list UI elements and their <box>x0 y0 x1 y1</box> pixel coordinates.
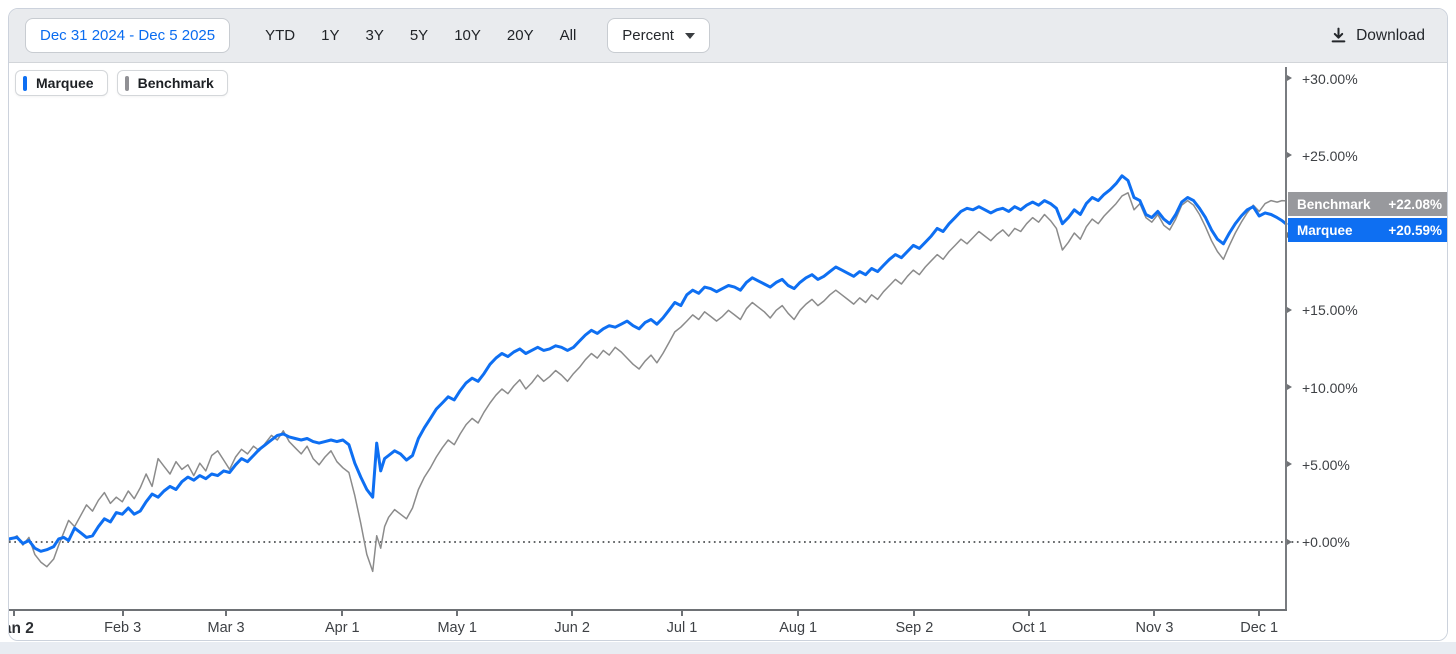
x-tick-mark <box>680 611 683 616</box>
marquee-series-line <box>9 174 1288 553</box>
y-axis-label: +10.00% <box>1302 379 1358 396</box>
y-axis-label: +0.00% <box>1302 534 1350 550</box>
x-tick-mark <box>1258 611 1261 616</box>
series-legend: Marquee Benchmark <box>15 70 228 96</box>
benchmark-badge-value: +22.08% <box>1388 196 1442 212</box>
y-axis-label: +5.00% <box>1302 456 1350 473</box>
x-tick-mark <box>797 611 800 616</box>
performance-chart-card: Dec 31 2024 - Dec 5 2025 YTD 1Y 3Y 5Y 10Y 20Y… <box>8 8 1448 641</box>
legend-label: Marquee <box>36 75 94 91</box>
x-tick-mark <box>571 611 574 616</box>
marquee-value-badge: Marquee +20.59% <box>1288 218 1447 242</box>
unit-dropdown-value: Percent <box>622 27 674 44</box>
x-tick-mark <box>456 611 459 616</box>
x-tick-mark <box>13 611 16 616</box>
x-tick-mark <box>341 611 344 616</box>
marquee-badge-label: Marquee <box>1297 222 1353 238</box>
y-tick-mark <box>1287 306 1292 313</box>
x-tick-mark <box>1028 611 1031 616</box>
period-button-all[interactable]: All <box>549 19 588 52</box>
legend-chip-marquee[interactable]: Marquee <box>15 70 108 96</box>
x-tick-mark <box>225 611 228 616</box>
unit-dropdown[interactable]: Percent <box>607 18 710 53</box>
x-tick-mark <box>121 611 124 616</box>
page-background-strip <box>0 642 1456 654</box>
y-tick-mark <box>1287 75 1292 81</box>
period-button-10y[interactable]: 10Y <box>443 19 492 52</box>
chevron-down-icon <box>684 32 695 39</box>
x-axis-label: May 1 <box>437 620 477 636</box>
x-axis-label: Mar 3 <box>207 620 245 636</box>
legend-label: Benchmark <box>137 75 214 91</box>
x-axis-label: Aug 1 <box>779 620 818 636</box>
benchmark-value-badge: Benchmark +22.08% <box>1288 192 1447 216</box>
x-axis-label: Jul 1 <box>666 620 698 636</box>
y-tick-mark <box>1287 152 1292 159</box>
x-axis-line <box>9 609 1287 611</box>
period-button-1y[interactable]: 1Y <box>310 19 350 52</box>
y-tick-mark <box>1287 538 1292 545</box>
y-tick-mark <box>1287 384 1292 390</box>
y-axis-label: +15.00% <box>1302 302 1358 319</box>
date-range-button[interactable]: Dec 31 2024 - Dec 5 2025 <box>25 18 231 53</box>
legend-chip-benchmark[interactable]: Benchmark <box>116 70 228 96</box>
period-button-5y[interactable]: 5Y <box>399 19 439 52</box>
chart-toolbar: Dec 31 2024 - Dec 5 2025 YTD 1Y 3Y 5Y 10Y 20Y… <box>9 9 1447 63</box>
period-button-group: YTD 1Y 3Y 5Y 10Y 20Y All <box>254 19 587 52</box>
marquee-color-bar <box>23 75 27 91</box>
period-button-3y[interactable]: 3Y <box>354 19 394 52</box>
benchmark-color-bar <box>124 75 129 91</box>
period-button-20y[interactable]: 20Y <box>496 19 545 52</box>
x-axis-label: Jan 2 <box>9 620 34 637</box>
y-tick-mark <box>1287 461 1292 468</box>
benchmark-series-line <box>9 192 1287 573</box>
y-axis-line <box>1285 67 1287 611</box>
x-axis-label: Jun 2 <box>554 620 590 636</box>
line-chart-canvas[interactable] <box>9 63 1299 611</box>
x-tick-mark <box>913 611 916 616</box>
x-axis-label: Feb 3 <box>104 620 142 636</box>
x-axis-label: Dec 1 <box>1240 620 1279 636</box>
download-icon <box>1331 27 1346 43</box>
x-axis-label: Apr 1 <box>324 620 360 636</box>
download-label: Download <box>1356 26 1425 44</box>
period-button-ytd[interactable]: YTD <box>254 19 306 52</box>
y-axis-label: +30.00% <box>1302 70 1358 87</box>
x-axis-label: Oct 1 <box>1011 620 1047 636</box>
x-tick-mark <box>1153 611 1156 616</box>
marquee-badge-value: +20.59% <box>1388 222 1442 238</box>
benchmark-badge-label: Benchmark <box>1297 196 1371 212</box>
x-axis-label: Sep 2 <box>895 620 934 636</box>
x-axis-label: Nov 3 <box>1135 620 1174 636</box>
y-axis-label: +25.00% <box>1302 147 1358 164</box>
download-button[interactable]: Download <box>1324 19 1431 53</box>
